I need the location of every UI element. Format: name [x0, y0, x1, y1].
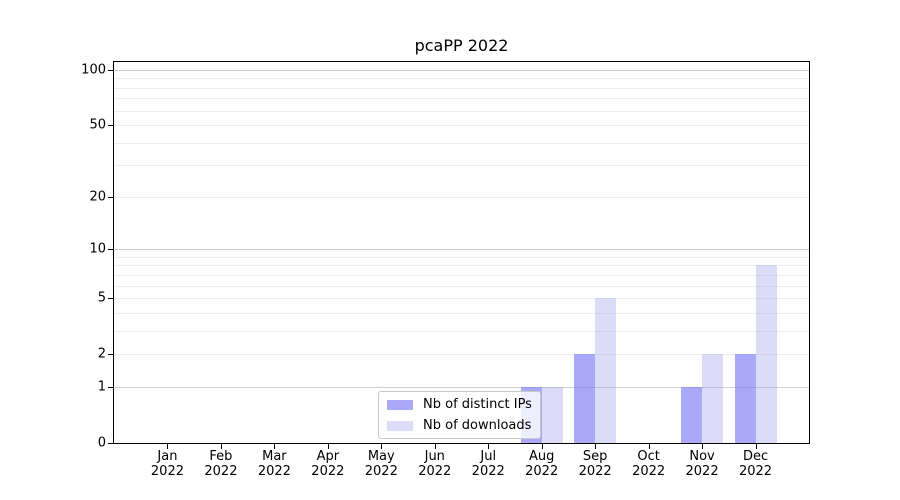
- y-gridline-minor: [114, 165, 809, 167]
- x-tick-label: Jan 2022: [150, 449, 184, 479]
- y-gridline-major: [114, 69, 809, 71]
- x-tick-mark: [381, 444, 383, 449]
- x-tick-label: Mar 2022: [257, 449, 291, 479]
- x-tick-mark: [755, 444, 757, 449]
- y-gridline-minor: [114, 285, 809, 287]
- y-tick-mark: [108, 69, 113, 71]
- bar-distinct-ips: [574, 354, 596, 443]
- y-gridline-minor: [114, 78, 809, 80]
- y-gridline-minor: [114, 298, 809, 300]
- x-tick-label: Dec 2022: [738, 449, 773, 479]
- x-tick-label: Nov 2022: [685, 449, 719, 479]
- y-gridline-minor: [114, 274, 809, 276]
- y-tick-label: 10: [89, 241, 106, 257]
- legend-item-downloads: Nb of downloads: [387, 416, 532, 435]
- y-tick-mark: [108, 443, 113, 444]
- y-gridline-minor: [114, 354, 809, 356]
- y-gridline-minor: [114, 256, 809, 258]
- x-tick-mark: [595, 444, 597, 449]
- x-tick-mark: [327, 444, 329, 449]
- legend-label-distinct-ips: Nb of distinct IPs: [423, 397, 532, 412]
- x-tick-label: Aug 2022: [525, 449, 559, 479]
- y-tick-mark: [108, 125, 113, 127]
- x-tick-label: Jun 2022: [418, 449, 452, 479]
- x-tick-mark: [167, 444, 169, 449]
- legend: Nb of distinct IPs Nb of downloads: [378, 391, 541, 439]
- y-gridline-major: [114, 249, 809, 251]
- y-tick-label: 0: [97, 435, 106, 451]
- y-gridline-minor: [114, 87, 809, 89]
- y-gridline-minor: [114, 125, 809, 127]
- y-gridline-minor: [114, 265, 809, 267]
- x-tick-mark: [274, 444, 276, 449]
- x-tick-label: Jul 2022: [471, 449, 505, 479]
- x-tick-mark: [541, 444, 543, 449]
- y-tick-label: 5: [97, 290, 106, 306]
- legend-label-downloads: Nb of downloads: [423, 418, 532, 433]
- bar-downloads: [595, 298, 617, 443]
- x-tick-label: Sep 2022: [578, 449, 612, 479]
- y-gridline-minor: [114, 110, 809, 112]
- legend-swatch-distinct-ips: [387, 399, 413, 410]
- x-tick-mark: [648, 444, 650, 449]
- x-tick-mark: [434, 444, 436, 449]
- bar-distinct-ips: [734, 354, 756, 443]
- x-tick-label: Feb 2022: [204, 449, 238, 479]
- y-gridline-minor: [114, 196, 809, 198]
- y-tick-mark: [108, 354, 113, 356]
- x-tick-label: Oct 2022: [632, 449, 666, 479]
- y-tick-mark: [108, 298, 113, 300]
- plot-area: 0 1 2 5 10 20 50 100 Jan 2022 Feb 2022 Mar 2022 Apr…: [81, 61, 810, 479]
- y-gridline-minor: [114, 330, 809, 332]
- legend-swatch-downloads: [387, 420, 413, 431]
- x-tick-label: May 2022: [364, 449, 398, 479]
- y-tick-mark: [108, 196, 113, 198]
- bar-distinct-ips: [681, 386, 703, 443]
- y-tick-mark: [108, 249, 113, 251]
- x-tick-mark: [220, 444, 222, 449]
- y-tick-label: 2: [97, 346, 106, 362]
- x-tick-mark: [702, 444, 704, 449]
- x-tick-mark: [488, 444, 490, 449]
- y-tick-label: 1: [97, 379, 106, 395]
- y-gridline-minor: [114, 312, 809, 314]
- x-tick-label: Apr 2022: [311, 449, 345, 479]
- legend-item-distinct-ips: Nb of distinct IPs: [387, 395, 532, 414]
- y-gridline-minor: [114, 98, 809, 100]
- y-tick-mark: [108, 386, 113, 388]
- y-tick-label: 100: [81, 62, 106, 78]
- bar-downloads: [702, 354, 724, 443]
- y-tick-label: 20: [89, 189, 106, 205]
- y-gridline-major: [114, 386, 809, 388]
- bar-downloads: [755, 265, 777, 443]
- chart-title: pcaPP 2022: [414, 36, 509, 55]
- y-gridline-minor: [114, 142, 809, 144]
- y-tick-label: 50: [89, 117, 106, 133]
- bar-downloads: [541, 386, 563, 443]
